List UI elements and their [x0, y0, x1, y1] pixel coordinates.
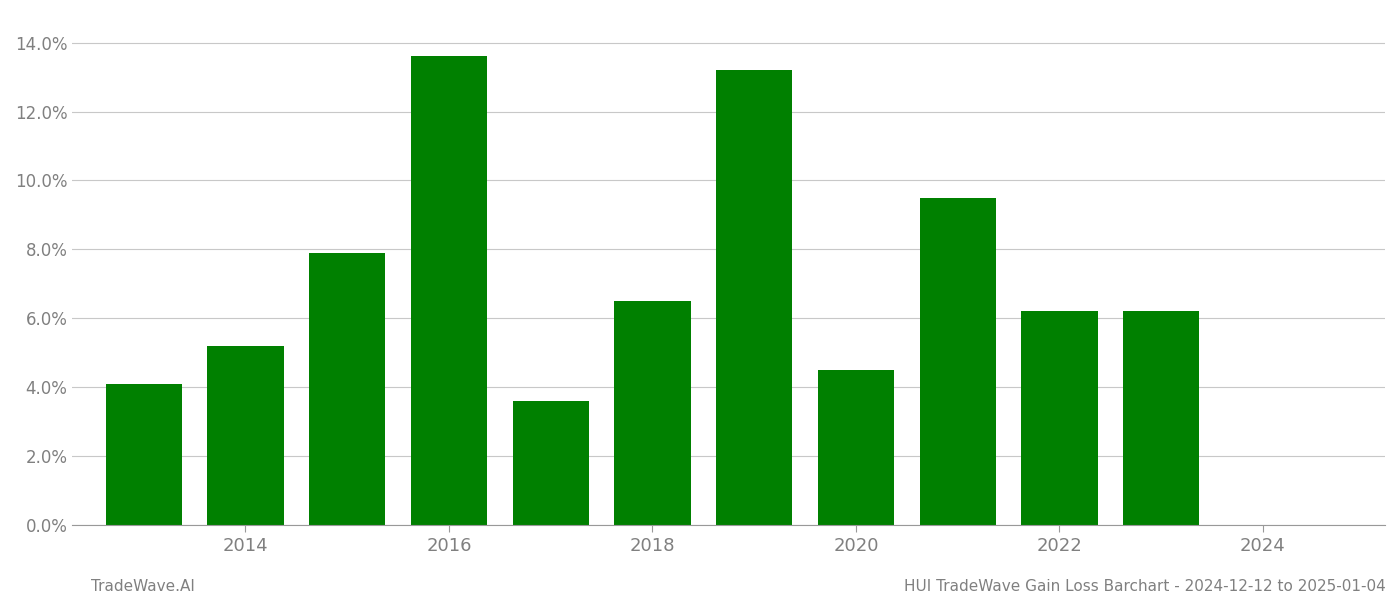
Bar — [920, 198, 995, 525]
Bar — [715, 70, 792, 525]
Bar — [615, 301, 690, 525]
Bar — [207, 346, 284, 525]
Text: HUI TradeWave Gain Loss Barchart - 2024-12-12 to 2025-01-04: HUI TradeWave Gain Loss Barchart - 2024-… — [904, 579, 1386, 594]
Bar — [309, 253, 385, 525]
Text: TradeWave.AI: TradeWave.AI — [91, 579, 195, 594]
Bar — [818, 370, 895, 525]
Bar — [410, 56, 487, 525]
Bar — [512, 401, 589, 525]
Bar — [105, 384, 182, 525]
Bar — [1123, 311, 1200, 525]
Bar — [1021, 311, 1098, 525]
